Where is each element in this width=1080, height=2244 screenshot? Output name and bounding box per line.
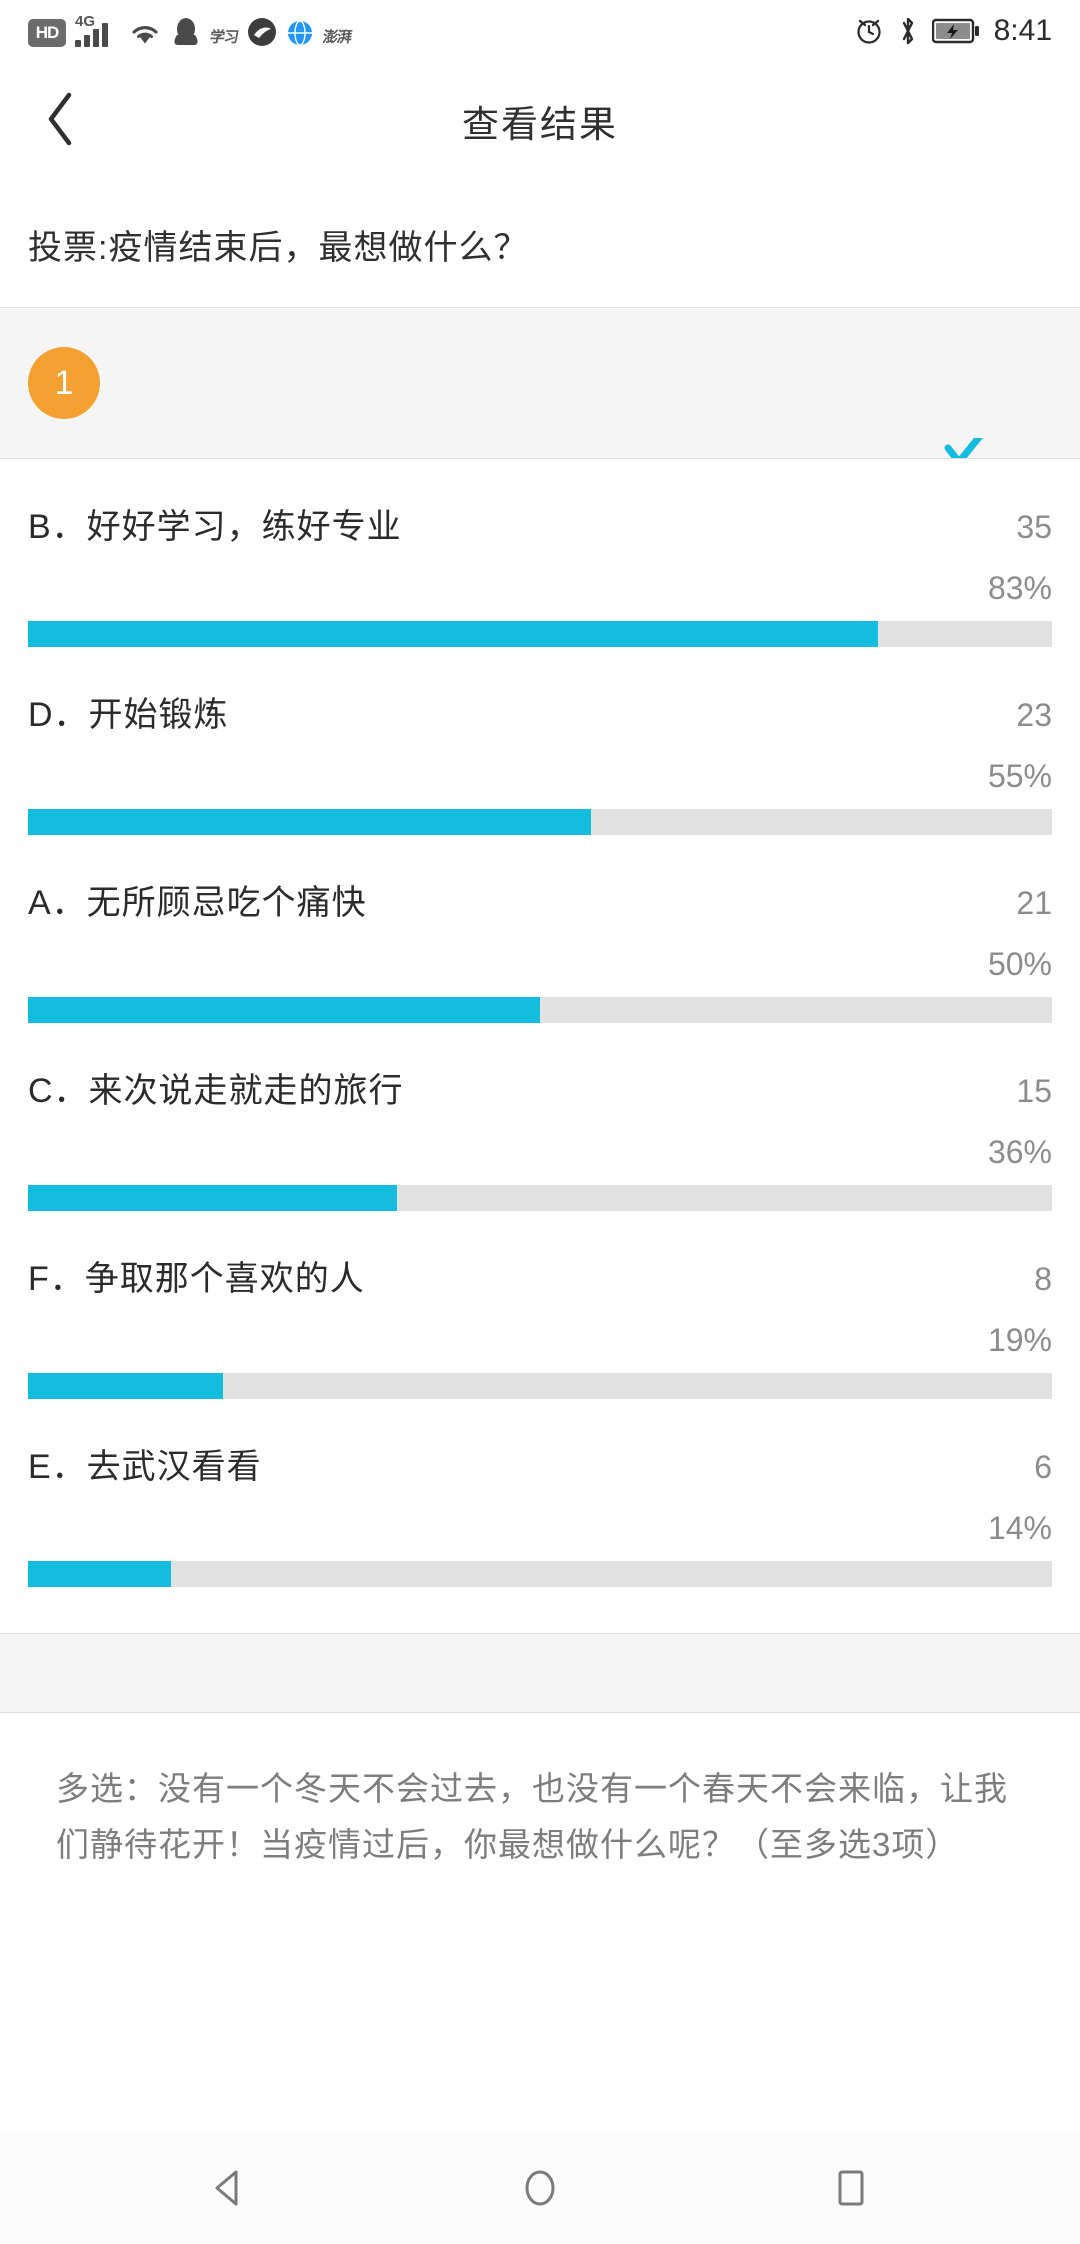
result-bar-fill bbox=[28, 1561, 172, 1587]
result-row-header: E．去武汉看看 6 bbox=[28, 1439, 1052, 1488]
section-divider-band bbox=[0, 1633, 1080, 1713]
result-row: E．去武汉看看 6 14% bbox=[28, 1399, 1052, 1587]
xuexi-app-icon: 学习 bbox=[208, 29, 240, 46]
bluetooth-icon bbox=[898, 15, 918, 47]
result-vote-count: 23 bbox=[1016, 697, 1052, 733]
result-bar-track bbox=[28, 1185, 1052, 1211]
result-bar-fill bbox=[28, 1373, 223, 1399]
browser-globe-icon bbox=[286, 19, 314, 47]
result-bar-fill bbox=[28, 621, 878, 647]
result-vote-count: 21 bbox=[1016, 885, 1052, 921]
result-bar-track bbox=[28, 1561, 1052, 1587]
result-vote-count: 15 bbox=[1016, 1073, 1052, 1109]
result-bar-track bbox=[28, 997, 1052, 1023]
result-vote-count: 8 bbox=[1034, 1261, 1052, 1297]
result-option-label: D．开始锻炼 bbox=[28, 696, 229, 734]
result-bar-track bbox=[28, 1373, 1052, 1399]
result-option-label: A．无所顾忌吃个痛快 bbox=[28, 884, 367, 922]
result-row: B．好好学习，练好专业 35 83% bbox=[28, 459, 1052, 647]
result-bar-fill bbox=[28, 997, 540, 1023]
signal-4g-icon: 4G bbox=[75, 13, 119, 47]
result-row: A．无所顾忌吃个痛快 21 50% bbox=[28, 835, 1052, 1023]
result-option-label: B．好好学习，练好专业 bbox=[28, 508, 402, 546]
nav-back-icon[interactable] bbox=[186, 2145, 272, 2231]
check-icon bbox=[944, 432, 984, 458]
pengpai-app-icon: 澎湃 bbox=[321, 29, 353, 46]
result-bar-fill bbox=[28, 809, 592, 835]
eagle-app-icon bbox=[247, 17, 277, 47]
result-row-header: A．无所顾忌吃个痛快 21 bbox=[28, 875, 1052, 924]
battery-charging-icon bbox=[931, 17, 980, 45]
result-row: F．争取那个喜欢的人 8 19% bbox=[28, 1211, 1052, 1399]
page-title: 查看结果 bbox=[462, 104, 618, 145]
result-bar-track bbox=[28, 809, 1052, 835]
nav-recents-icon[interactable] bbox=[808, 2145, 894, 2231]
nav-home-icon[interactable] bbox=[497, 2145, 583, 2231]
result-row: D．开始锻炼 23 55% bbox=[28, 647, 1052, 835]
status-bar-right: 8:41 bbox=[854, 14, 1052, 48]
result-percent: 83% bbox=[987, 570, 1052, 606]
qq-penguin-icon bbox=[171, 15, 201, 47]
result-percent: 36% bbox=[987, 1134, 1052, 1170]
wifi-icon bbox=[128, 19, 162, 47]
result-option-label: C．来次说走就走的旅行 bbox=[28, 1072, 404, 1110]
result-percent: 50% bbox=[987, 946, 1052, 982]
results-list: B．好好学习，练好专业 35 83% D．开始锻炼 23 55% A．无所顾忌吃… bbox=[0, 459, 1080, 1587]
result-bar-fill bbox=[28, 1185, 397, 1211]
result-percent: 19% bbox=[987, 1322, 1052, 1358]
question-index-band: 1 bbox=[0, 307, 1080, 459]
question-text: 投票:疫情结束后，最想做什么？ bbox=[28, 229, 529, 267]
question-header: 投票:疫情结束后，最想做什么？ bbox=[0, 180, 1080, 307]
next-question-text: 多选：没有一个冬天不会过去，也没有一个春天不会来临，让我们静待花开！当疫情过后，… bbox=[56, 1770, 1008, 1863]
signal-generation-label: 4G bbox=[75, 13, 96, 30]
result-row: C．来次说走就走的旅行 15 36% bbox=[28, 1023, 1052, 1211]
hd-icon: HD bbox=[28, 19, 66, 47]
status-bar-left: HD 4G 学习 bbox=[28, 13, 854, 47]
result-row-header: B．好好学习，练好专业 35 bbox=[28, 499, 1052, 548]
alarm-icon bbox=[854, 16, 884, 46]
android-nav-bar bbox=[0, 2132, 1080, 2244]
result-vote-count: 35 bbox=[1016, 509, 1052, 545]
status-bar: HD 4G 学习 bbox=[0, 0, 1080, 62]
result-vote-count: 6 bbox=[1034, 1449, 1052, 1485]
result-row-header: F．争取那个喜欢的人 8 bbox=[28, 1251, 1052, 1300]
result-percent: 14% bbox=[987, 1510, 1052, 1546]
result-bar-track bbox=[28, 621, 1052, 647]
result-row-header: C．来次说走就走的旅行 15 bbox=[28, 1063, 1052, 1112]
chevron-left-icon bbox=[43, 91, 77, 152]
next-question-section: 多选：没有一个冬天不会过去，也没有一个春天不会来临，让我们静待花开！当疫情过后，… bbox=[0, 1713, 1080, 1873]
result-row-header: D．开始锻炼 23 bbox=[28, 687, 1052, 736]
back-button[interactable] bbox=[0, 62, 120, 180]
result-percent: 55% bbox=[987, 758, 1052, 794]
question-index-badge: 1 bbox=[28, 347, 100, 419]
result-option-label: F．争取那个喜欢的人 bbox=[28, 1260, 365, 1298]
status-bar-clock: 8:41 bbox=[993, 14, 1052, 47]
result-option-label: E．去武汉看看 bbox=[28, 1448, 262, 1486]
app-bar: 查看结果 bbox=[0, 62, 1080, 180]
